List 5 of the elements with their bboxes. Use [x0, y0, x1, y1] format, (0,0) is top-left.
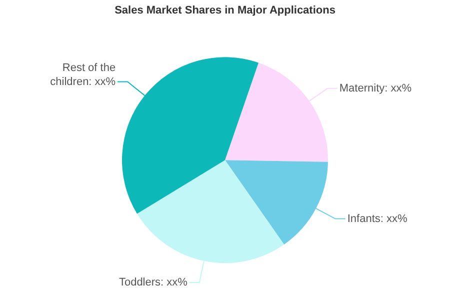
- slice-label: Toddlers: xx%: [118, 276, 188, 288]
- slice-label: Maternity: xx%: [339, 82, 412, 94]
- slice-label: Rest of the children: xx%: [50, 62, 116, 88]
- slice-label: Infants: xx%: [347, 212, 408, 225]
- chart-title: Sales Market Shares in Major Applications: [114, 4, 336, 17]
